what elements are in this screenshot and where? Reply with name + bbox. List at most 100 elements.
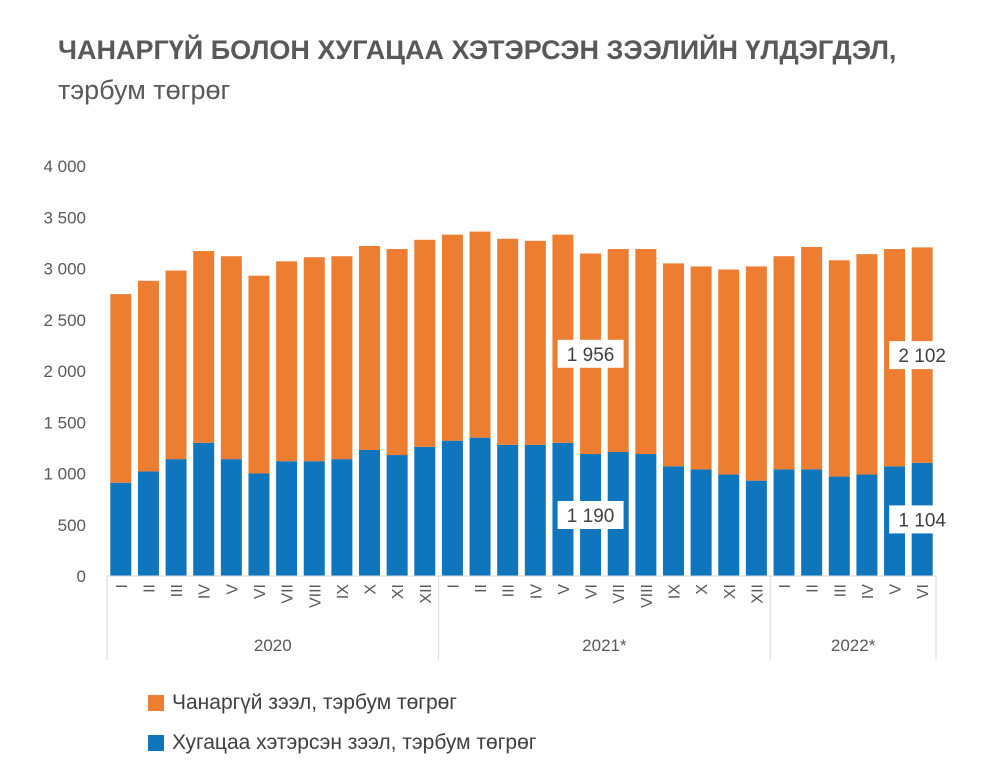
stacked-bar-chart: 0 500 1 000 1 500 2 000 2 500 3 000 3 500 4 000 I…: [43, 157, 956, 660]
bar-overdue: [303, 461, 325, 576]
bar-nonperforming: [414, 239, 436, 447]
bar-nonperforming: [276, 261, 298, 462]
data-label-box: [889, 505, 956, 534]
x-group-label: 2022*: [831, 636, 876, 655]
y-tick-label: 500: [58, 516, 86, 535]
bar-overdue: [110, 482, 132, 576]
bar-overdue: [718, 474, 740, 576]
x-tick-label: VII: [280, 584, 297, 604]
bar-nonperforming: [497, 238, 519, 445]
bar-nonperforming: [469, 231, 491, 438]
x-tick-label: VI: [252, 584, 269, 599]
x-tick-label: V: [556, 584, 573, 595]
bar-overdue: [248, 473, 270, 576]
bar-overdue: [276, 461, 298, 576]
x-tick-label: XI: [390, 584, 407, 599]
bar-nonperforming: [662, 263, 684, 467]
bar-nonperforming: [248, 275, 270, 474]
legend-swatch-overdue: [148, 735, 164, 751]
data-label-box: [557, 501, 624, 530]
bar-overdue: [331, 459, 353, 576]
x-tick-label: V: [224, 584, 241, 595]
y-tick-label: 0: [77, 567, 86, 586]
y-tick-label: 1 000: [43, 465, 86, 484]
x-tick-label: XII: [749, 584, 766, 604]
bar-overdue: [773, 469, 795, 576]
y-tick-label: 2 500: [43, 311, 86, 330]
x-tick-label: IX: [666, 584, 683, 599]
bar-overdue: [635, 454, 657, 576]
x-tick-label: X: [694, 584, 711, 595]
data-label: 1 956: [567, 345, 615, 366]
bar-nonperforming: [552, 234, 574, 443]
bar-overdue: [801, 469, 823, 576]
legend-label-nonperforming: Чанаргүй зээл, тэрбум төгрөг: [172, 691, 457, 714]
x-tick-label: XI: [722, 584, 739, 599]
bar-nonperforming: [828, 260, 850, 477]
y-tick-label: 3 000: [43, 260, 86, 279]
bar-nonperforming: [801, 246, 823, 470]
x-tick-label: III: [832, 584, 849, 597]
bar-nonperforming: [303, 257, 325, 462]
bar-overdue: [193, 442, 215, 576]
x-tick-label: VI: [584, 584, 601, 599]
y-tick-label: 1 500: [43, 413, 86, 432]
x-tick-label: IV: [197, 584, 214, 599]
x-tick-label: I: [445, 584, 462, 588]
bar-nonperforming: [745, 266, 767, 481]
bar-overdue: [414, 446, 436, 576]
bar-overdue: [524, 444, 546, 576]
x-tick-label: II: [473, 584, 490, 593]
y-tick-label: 4 000: [43, 157, 86, 176]
data-label-box: [889, 341, 956, 370]
legend-swatch-nonperforming: [148, 695, 164, 711]
bar-nonperforming: [856, 254, 878, 475]
bar-overdue: [469, 437, 491, 576]
bar-nonperforming: [635, 249, 657, 455]
bar-overdue: [690, 469, 712, 576]
x-tick-label: IV: [860, 584, 877, 599]
bar-overdue: [137, 471, 159, 576]
bar-overdue: [441, 440, 463, 576]
x-tick-label: VIII: [639, 584, 656, 608]
bar-nonperforming: [331, 256, 353, 460]
x-tick-label: VII: [611, 584, 628, 604]
bar-nonperforming: [386, 249, 408, 456]
bar-overdue: [359, 449, 381, 576]
x-tick-label: VI: [915, 584, 932, 599]
data-label: 2 102: [898, 346, 946, 367]
legend-item-nonperforming: Чанаргүй зээл, тэрбум төгрөг: [148, 683, 536, 723]
x-tick-label: I: [114, 584, 131, 588]
chart-title-unit: тэрбум төгрөг: [58, 75, 231, 105]
x-tick-label: V: [888, 584, 905, 595]
y-tick-label: 3 500: [43, 208, 86, 227]
bar-nonperforming: [359, 245, 381, 450]
y-tick-label: 2 000: [43, 362, 86, 381]
bar-nonperforming: [193, 251, 215, 443]
x-tick-label: II: [805, 584, 822, 593]
bar-overdue: [745, 480, 767, 576]
bar-nonperforming: [773, 256, 795, 470]
bar-overdue: [856, 474, 878, 576]
x-tick-label: IX: [335, 584, 352, 599]
legend-item-overdue: Хугацаа хэтэрсэн зээл, тэрбум төгрөг: [148, 723, 536, 763]
bar-nonperforming: [524, 240, 546, 445]
bar-nonperforming: [220, 256, 242, 460]
chart-title: ЧАНАРГҮЙ БОЛОН ХУГАЦАА ХЭТЭРСЭН ЗЭЭЛИЙН …: [58, 30, 958, 110]
bar-overdue: [662, 466, 684, 576]
bar-nonperforming: [165, 270, 187, 460]
x-group-label: 2020: [254, 636, 292, 655]
bar-overdue: [220, 459, 242, 576]
data-label: 1 104: [898, 510, 946, 531]
bar-nonperforming: [137, 280, 159, 472]
bar-overdue: [386, 455, 408, 576]
data-label: 1 190: [567, 506, 615, 527]
bar-overdue: [497, 444, 519, 576]
bar-nonperforming: [110, 294, 132, 483]
x-tick-label: II: [141, 584, 158, 593]
x-tick-label: VIII: [307, 584, 324, 608]
x-group-label: 2021*: [582, 636, 627, 655]
x-tick-label: I: [777, 584, 794, 588]
x-tick-label: IV: [528, 584, 545, 599]
data-label-box: [557, 339, 624, 368]
